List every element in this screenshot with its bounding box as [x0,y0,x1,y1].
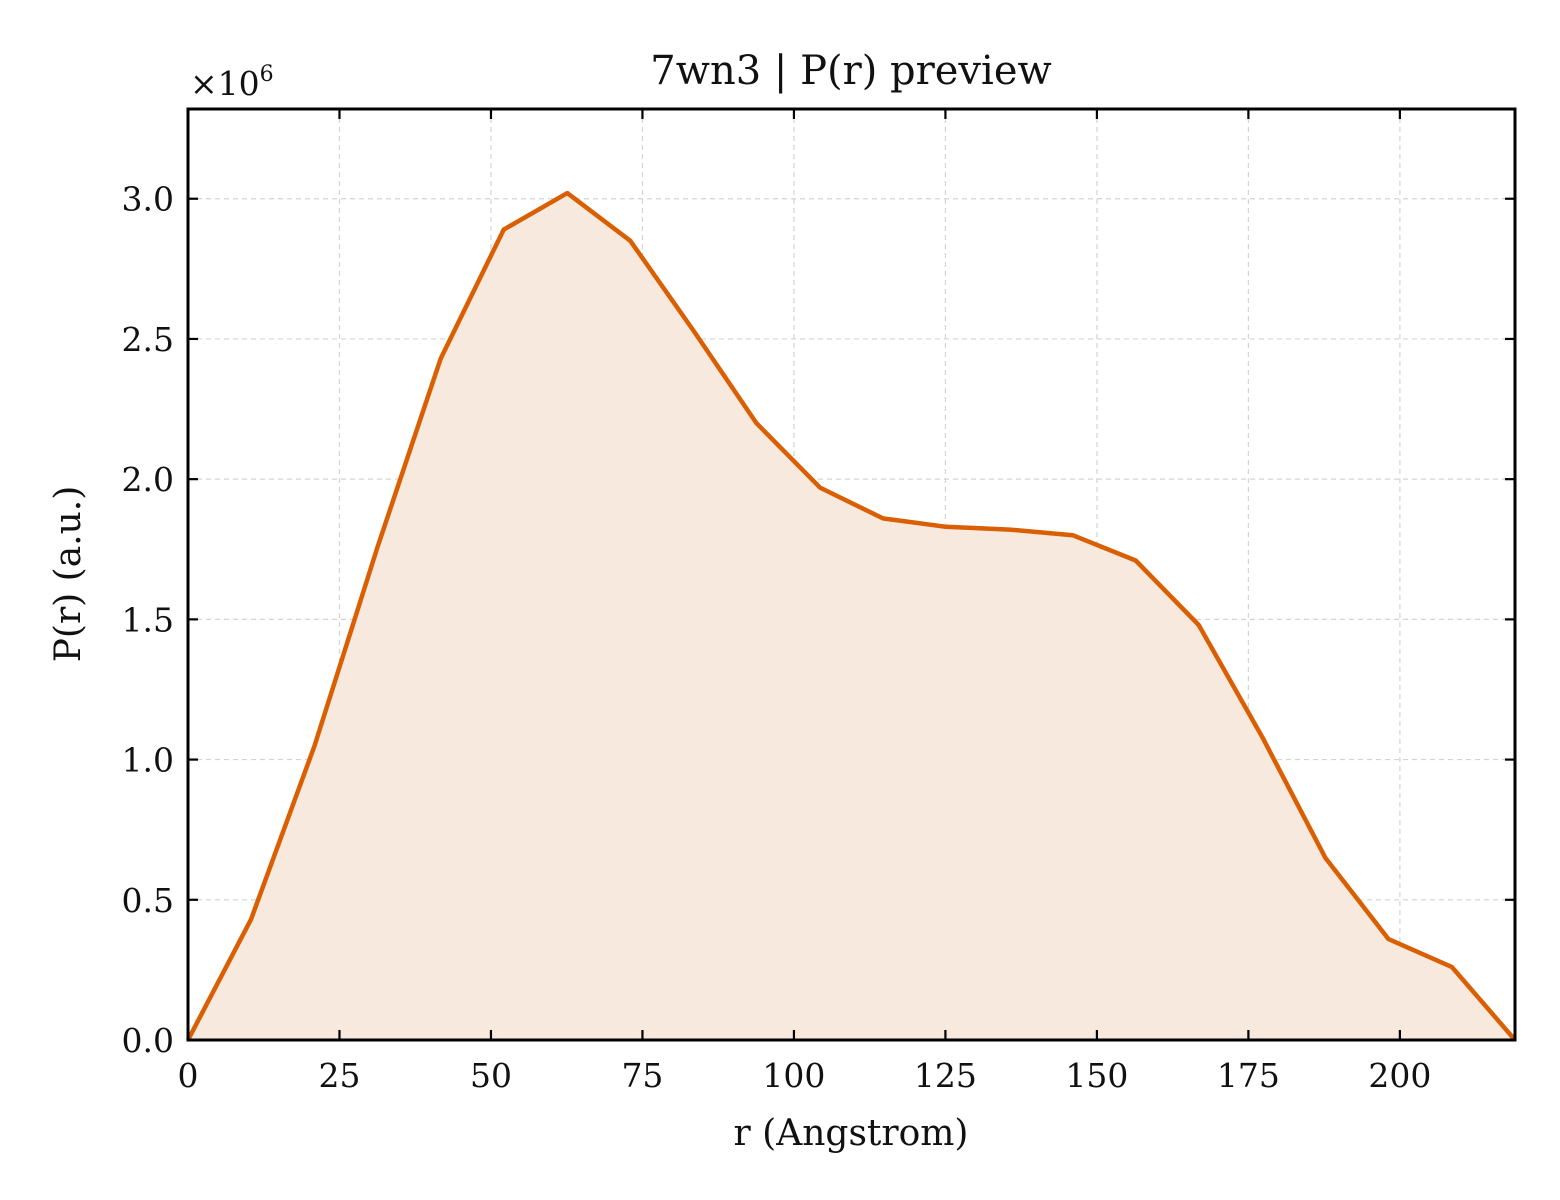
y-multiplier-base: ×10 [190,64,260,103]
pr-area-fill [188,193,1515,1041]
y-tick-label: 1.5 [122,600,174,639]
y-tick-label: 0.0 [122,1021,174,1060]
y-tick-label: 0.5 [122,881,174,920]
y-tick-label: 1.0 [122,741,174,780]
x-tick-label: 125 [914,1056,977,1095]
y-tick-label: 3.0 [122,180,174,219]
x-tick-label: 50 [470,1056,512,1095]
ticks-layer: 0 25 50 75 100 125 150 175 200 0.0 0.5 1.0 1.5 2.0 2.5… [122,109,1515,1095]
y-multiplier-exponent: 6 [260,62,274,87]
x-axis-label: r (Angstrom) [734,1113,969,1154]
x-tick-label: 0 [178,1056,199,1095]
x-tick-label: 100 [762,1056,825,1095]
plot-frame [186,107,1517,1042]
x-tick-label: 200 [1368,1056,1431,1095]
chart-title: 7wn3 | P(r) preview [650,48,1051,94]
y-multiplier-label: ×106 [190,62,274,103]
y-tick-label: 2.5 [122,320,174,359]
x-tick-label: 75 [621,1056,663,1095]
x-tick-label: 150 [1065,1056,1128,1095]
x-tick-label: 175 [1217,1056,1280,1095]
data-points [187,193,1516,1041]
y-tick-label: 2.0 [122,460,174,499]
y-axis-label: P(r) (a.u.) [48,486,89,663]
pr-line [186,190,1517,1042]
x-tick-label: 25 [318,1056,360,1095]
